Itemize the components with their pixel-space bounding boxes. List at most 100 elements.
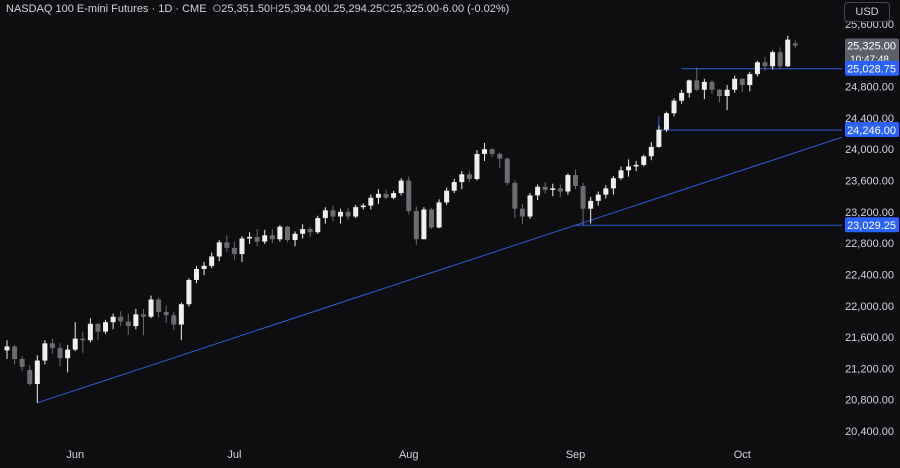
candle[interactable] [732, 78, 738, 90]
candle[interactable] [527, 195, 533, 217]
candle[interactable] [49, 343, 55, 349]
candle[interactable] [368, 197, 374, 206]
candle[interactable] [27, 369, 33, 385]
candle[interactable] [595, 194, 601, 201]
candle[interactable] [413, 211, 419, 240]
candle[interactable] [216, 242, 222, 257]
candle[interactable] [140, 314, 146, 317]
candle[interactable] [777, 52, 783, 67]
candle[interactable] [610, 178, 616, 189]
candle[interactable] [679, 92, 685, 101]
interval-label[interactable]: 1D [158, 3, 173, 15]
candle[interactable] [360, 205, 366, 208]
candle[interactable] [747, 74, 753, 86]
candle[interactable] [573, 175, 578, 187]
candle[interactable] [754, 62, 760, 75]
candle[interactable] [80, 338, 86, 341]
candle[interactable] [474, 153, 480, 179]
candle[interactable] [603, 188, 609, 195]
candle[interactable] [156, 299, 162, 313]
candle[interactable] [383, 193, 389, 198]
candle[interactable] [762, 62, 768, 67]
candle[interactable] [254, 236, 260, 242]
candle[interactable] [436, 202, 442, 228]
candle[interactable] [792, 43, 798, 46]
candle[interactable] [284, 226, 290, 241]
candle[interactable] [459, 174, 465, 183]
candle[interactable] [512, 182, 518, 209]
candle[interactable] [330, 210, 336, 217]
candle[interactable] [588, 200, 594, 209]
candle[interactable] [95, 323, 101, 332]
candle[interactable] [785, 39, 791, 67]
candle[interactable] [292, 233, 298, 241]
candle[interactable] [535, 186, 541, 196]
candle[interactable] [322, 210, 328, 219]
candle[interactable] [269, 235, 275, 240]
candle[interactable] [550, 188, 556, 190]
candle[interactable] [626, 166, 632, 171]
candle[interactable] [118, 316, 124, 322]
candle[interactable] [338, 211, 344, 217]
candle[interactable] [307, 229, 313, 233]
time-axis[interactable] [0, 445, 842, 463]
candle[interactable] [739, 78, 745, 86]
candle[interactable] [224, 242, 230, 248]
candle[interactable] [391, 193, 397, 198]
candle[interactable] [504, 158, 510, 183]
uptrend-line[interactable] [37, 136, 843, 404]
candle[interactable] [65, 349, 71, 359]
candle[interactable] [345, 211, 351, 217]
candle[interactable] [724, 89, 730, 97]
candle[interactable] [42, 343, 48, 361]
candle[interactable] [353, 207, 359, 217]
candle[interactable] [641, 156, 647, 165]
candle[interactable] [178, 304, 184, 325]
candle[interactable] [648, 146, 654, 157]
candle[interactable] [428, 209, 434, 228]
candle[interactable] [103, 322, 109, 332]
candle[interactable] [406, 180, 412, 212]
candle[interactable] [375, 193, 381, 198]
candle[interactable] [701, 81, 707, 90]
candle[interactable] [709, 81, 715, 90]
candle[interactable] [194, 268, 199, 280]
candle[interactable] [542, 186, 548, 190]
candle[interactable] [57, 348, 63, 359]
candle[interactable] [519, 208, 525, 217]
candle[interactable] [580, 186, 586, 209]
candle[interactable] [277, 226, 283, 240]
candle[interactable] [421, 209, 427, 240]
candle[interactable] [444, 190, 450, 203]
candle[interactable] [239, 238, 245, 255]
candle[interactable] [72, 338, 78, 350]
candle[interactable] [565, 175, 571, 192]
candle[interactable] [557, 188, 563, 192]
candle[interactable] [686, 80, 692, 93]
candle[interactable] [148, 299, 154, 317]
candle[interactable] [125, 321, 131, 327]
candle[interactable] [231, 247, 237, 255]
candle[interactable] [171, 315, 177, 325]
candle[interactable] [87, 323, 93, 341]
candle[interactable] [201, 265, 207, 269]
candle[interactable] [163, 312, 169, 316]
candle[interactable] [300, 229, 306, 234]
candle[interactable] [186, 279, 192, 305]
candle[interactable] [671, 100, 677, 114]
candle[interactable] [133, 314, 139, 327]
symbol-name[interactable]: NASDAQ 100 E-mini Futures [6, 3, 149, 15]
candle[interactable] [717, 89, 723, 97]
candle[interactable] [482, 149, 488, 154]
candle[interactable] [489, 149, 495, 154]
candle[interactable] [497, 153, 503, 159]
candle[interactable] [663, 113, 669, 130]
candle[interactable] [19, 358, 25, 367]
candle[interactable] [110, 316, 116, 323]
candle[interactable] [12, 346, 18, 359]
candle[interactable] [4, 346, 10, 351]
candle[interactable] [466, 174, 472, 179]
currency-button[interactable]: USD [844, 2, 890, 22]
